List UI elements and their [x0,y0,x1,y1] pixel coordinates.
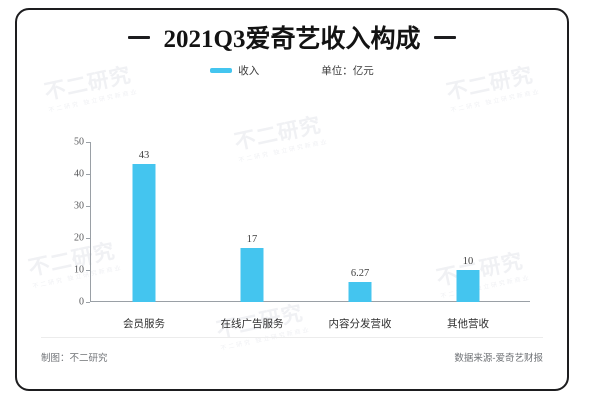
bar-value-label: 10 [462,256,474,267]
chart-card: 不二研究 不二研究 独立研究新商业 不二研究 不二研究 独立研究新商业 不二研究… [15,8,569,391]
y-tick-mark [86,270,90,271]
x-axis-labels: 会员服务 在线广告服务 内容分发营收 其他营收 [90,316,522,331]
x-tick-label: 在线广告服务 [220,318,284,330]
footer-source: 数据来源-爱奇艺财报 [454,353,543,364]
y-tick-label: 0 [79,296,84,308]
footer: 制图：不二研究 数据来源-爱奇艺财报 [41,350,543,364]
watermark-sub-text: 不二研究 独立研究新商业 [48,89,140,115]
bar[interactable] [132,164,156,302]
y-tick-mark [86,238,90,239]
bar-cell: 10 [414,142,522,302]
legend-swatch-icon [210,67,233,73]
bar-value-label: 43 [138,150,150,162]
footer-credit: 制图：不二研究 [41,353,108,364]
bar-cell: 6.27 [306,142,414,302]
y-axis-line [90,142,91,302]
y-tick-label: 20 [74,232,84,244]
plot-canvas: 0 10 20 30 40 50 43 17 [74,137,530,308]
bar[interactable] [240,247,264,302]
y-tick-label: 40 [74,168,84,180]
legend-label: 收入 [238,64,260,77]
bar[interactable] [456,270,480,302]
footer-divider [41,337,543,338]
bar[interactable] [348,281,372,302]
plot-area: 0 10 20 30 40 50 43 17 [17,128,567,338]
x-axis-line [90,301,530,302]
legend-row: 收入 单位：亿元 [17,60,567,80]
y-tick-label: 10 [74,264,84,276]
title-dash-left-icon [127,35,150,39]
watermark-sub-text: 不二研究 独立研究新商业 [450,89,542,115]
title-dash-right-icon [434,35,457,39]
x-tick-label: 会员服务 [123,318,165,330]
y-tick-mark [86,142,90,143]
y-tick-label: 30 [74,200,84,212]
y-tick-mark [86,206,90,207]
x-tick-label: 内容分发营收 [328,318,392,330]
y-tick-mark [86,302,90,303]
page-title: 2021Q3爱奇艺收入构成 [163,26,421,53]
y-tick-mark [86,174,90,175]
bar-cell: 43 [90,142,198,302]
chart-title-row: 2021Q3爱奇艺收入构成 [17,20,567,54]
bar-cell: 17 [198,142,306,302]
legend-item-revenue: 收入 [210,63,259,78]
y-tick-label: 50 [74,136,84,148]
bar-value-label: 17 [246,233,258,245]
x-tick-label: 其他营收 [447,318,489,330]
bar-value-label: 6.27 [350,267,370,279]
bar-group: 43 17 6.27 10 [90,142,522,302]
unit-label: 单位：亿元 [321,64,374,77]
